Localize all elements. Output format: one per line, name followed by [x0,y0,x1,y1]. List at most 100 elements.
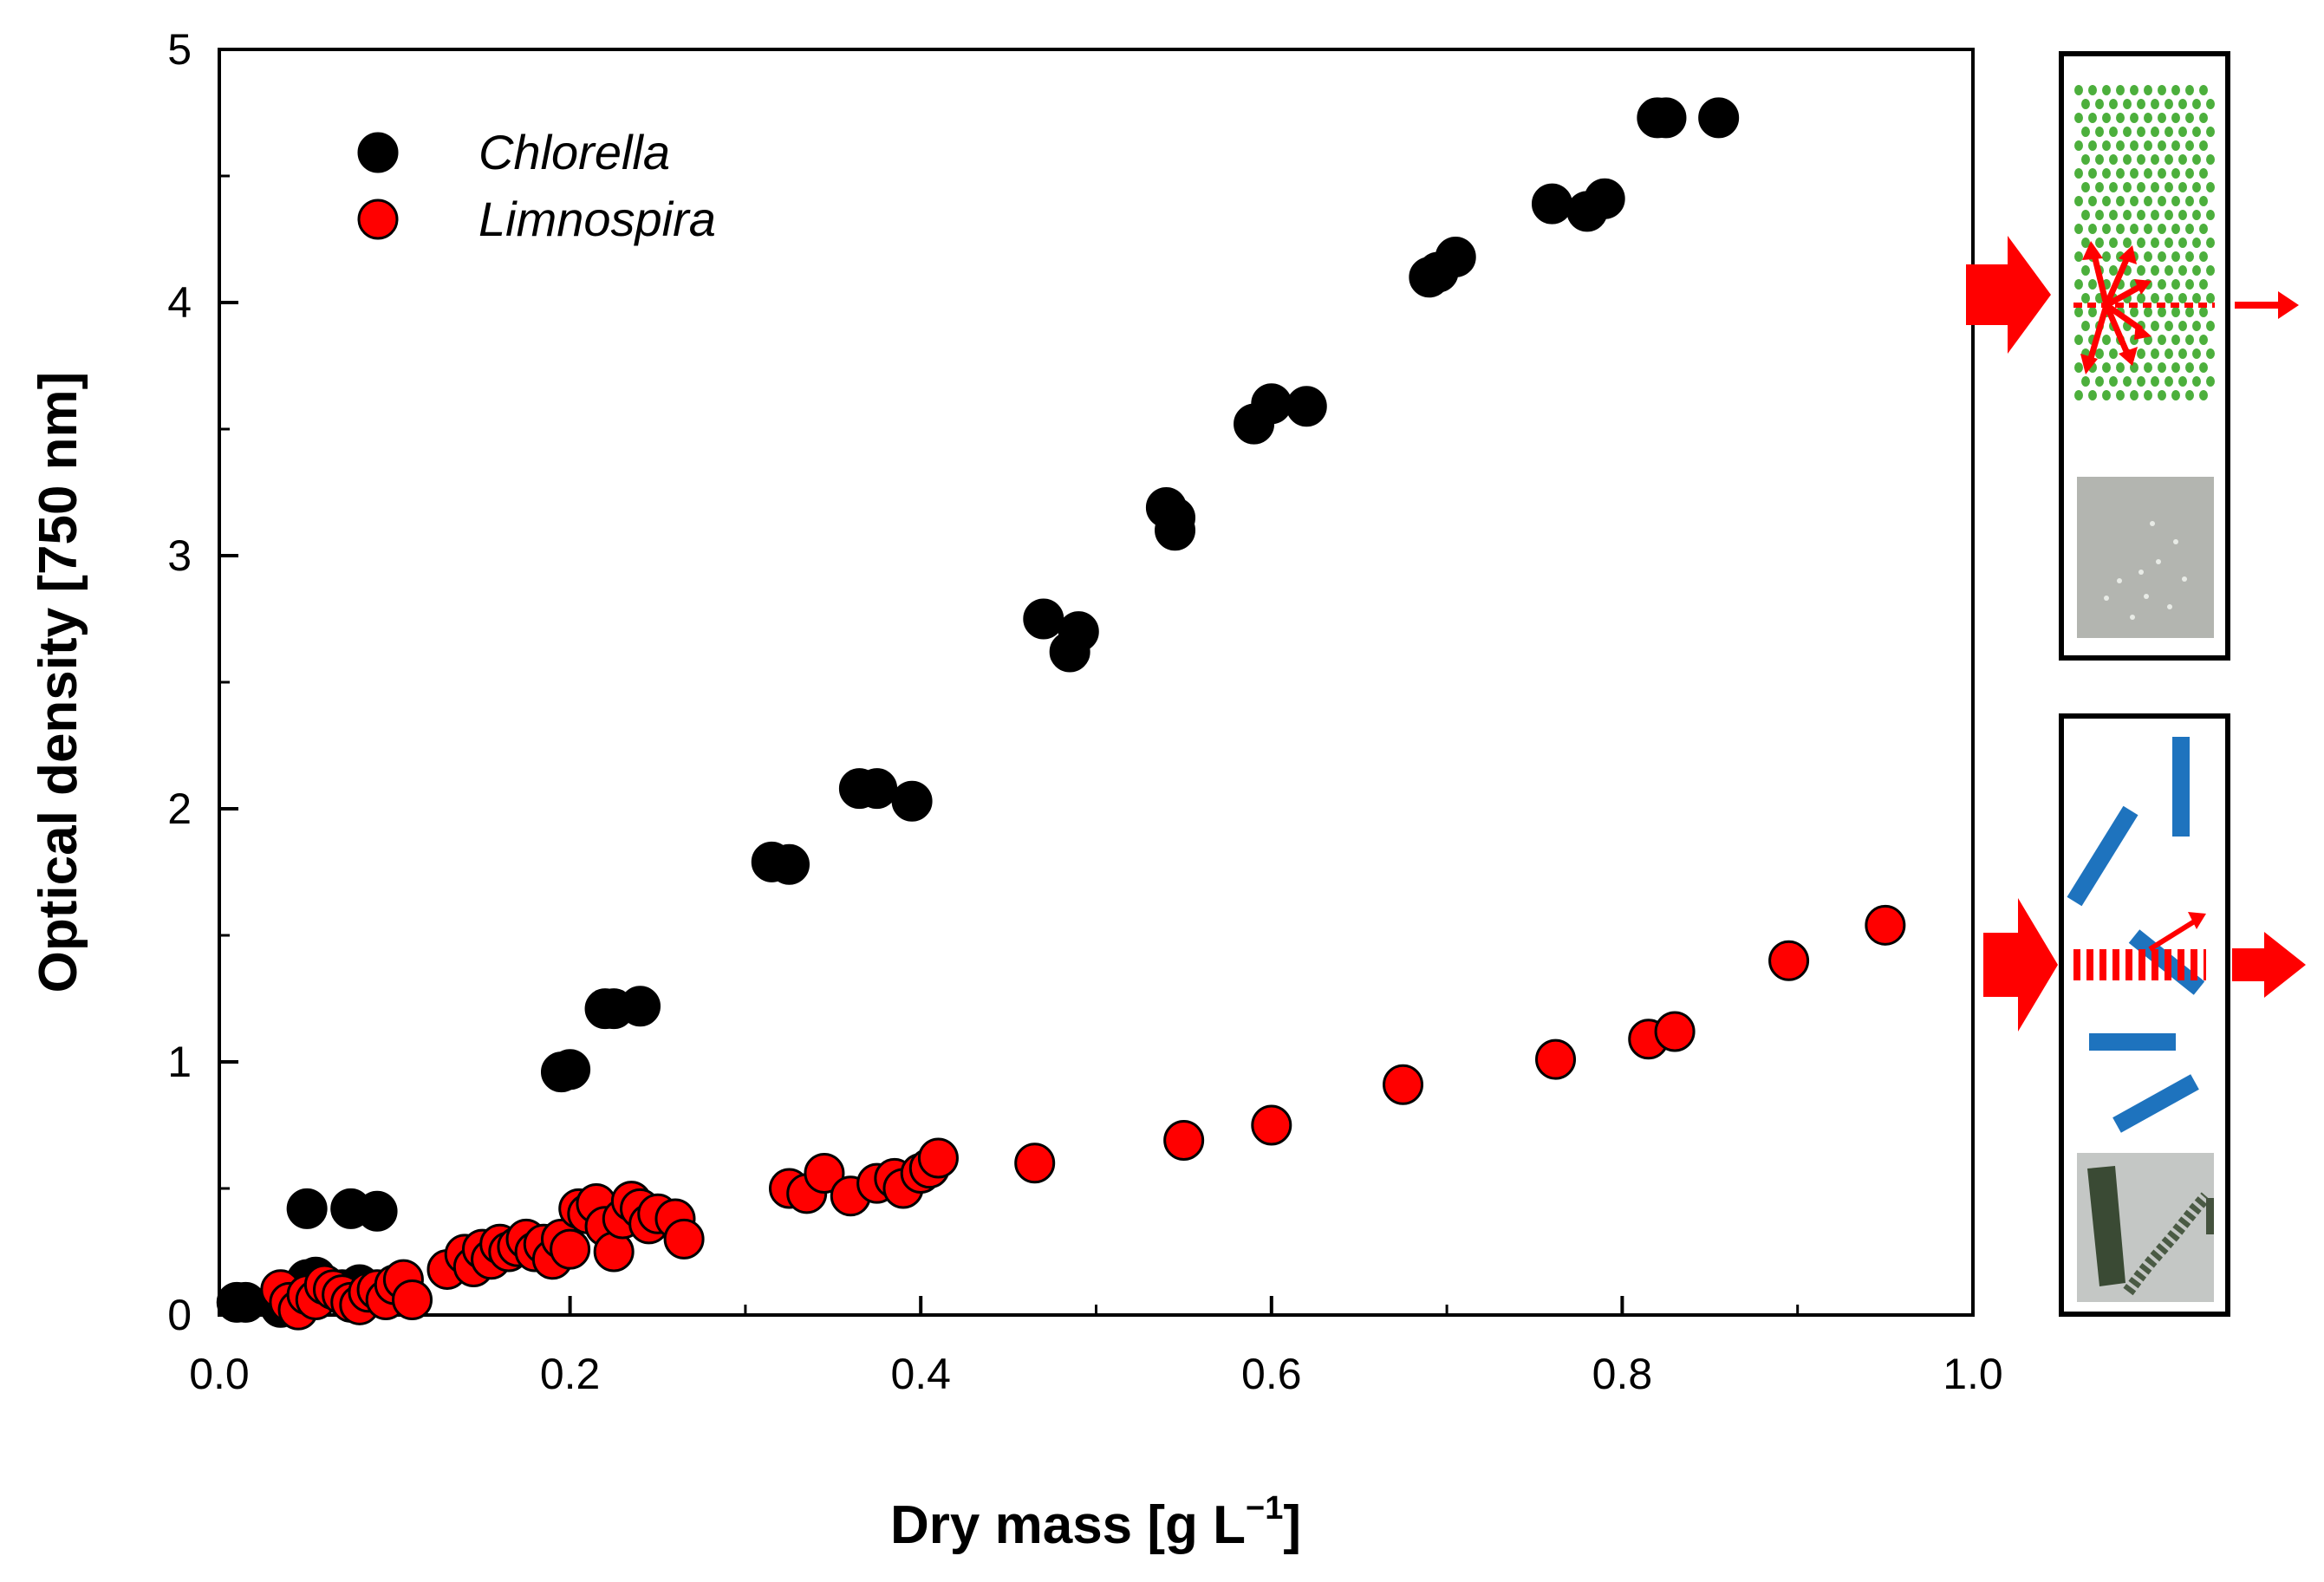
green-cell [2137,210,2145,220]
green-cell [2123,154,2132,165]
green-cell [2178,210,2187,220]
green-cell [2185,85,2194,95]
green-cell [2178,154,2187,165]
blue-filaments [2067,737,2205,1133]
y-axis-title: Optical density [750 nm] [29,372,88,993]
green-cell [2151,265,2159,276]
chlorella-point [1023,598,1064,640]
green-cell [2178,293,2187,303]
green-cell [2144,113,2152,123]
green-cell [2151,127,2159,137]
green-cell [2144,140,2152,151]
incoming-light-arrow-top [1966,236,2051,354]
chlorella-point [1155,497,1196,538]
green-cell [2081,265,2090,276]
green-cell [2144,307,2152,317]
green-cell [2130,196,2138,206]
green-cell [2165,376,2173,387]
green-cell [2192,127,2201,137]
green-cell [2171,362,2180,373]
chlorella-point [768,843,810,885]
y-tick-label: 5 [167,25,192,74]
scatter-arrows-top [2086,251,2144,365]
chlorella-micrograph [2077,477,2214,638]
green-cell [2116,390,2125,400]
chlorella-point [1584,178,1625,219]
green-cell [2206,127,2215,137]
green-cell [2158,113,2166,123]
green-cell [2074,362,2083,373]
y-tick-label: 1 [167,1038,192,1086]
green-cell [2088,224,2097,234]
scatter-arrowhead-bottom [2188,912,2206,929]
green-cell [2206,210,2215,220]
limnospira-point [1535,1038,1577,1080]
x-tick-label: 0.8 [1592,1350,1653,1398]
green-cell [2151,376,2159,387]
green-cell [2123,127,2132,137]
green-cell [2102,113,2111,123]
green-cell [2206,265,2215,276]
green-cell [2102,362,2111,373]
green-cell [2088,307,2097,317]
green-cell [2165,321,2173,331]
green-cell [2137,348,2145,359]
limnospira-scattering-schematic [1983,713,2306,1317]
x-axis-ticks: 0.0 0.2 0.4 0.6 0.8 1.0 [189,1296,2003,1398]
green-cell [2130,390,2138,400]
green-cell [2192,238,2201,248]
green-cell [2088,168,2097,179]
green-cell [2199,279,2208,290]
green-cell [2074,168,2083,179]
green-cell [2123,376,2132,387]
legend-marker-limnospira [357,199,399,240]
green-cell [2206,154,2215,165]
chlorella-point [1531,183,1572,225]
x-tick-label: 0.2 [540,1350,601,1398]
green-cell [2165,348,2173,359]
chlorella-point [1251,383,1292,425]
x-tick-label: 0.6 [1241,1350,1302,1398]
green-cell [2192,321,2201,331]
green-cell [2185,390,2194,400]
green-cell [2158,251,2166,262]
green-cell [2095,376,2104,387]
green-cell [2199,196,2208,206]
green-cell [2206,321,2215,331]
chlorella-point [550,1049,591,1090]
chlorella-point [225,1281,266,1323]
green-cell [2178,265,2187,276]
green-cell [2102,251,2111,262]
green-cell [2123,99,2132,109]
green-cell [2074,196,2083,206]
green-cell [2144,196,2152,206]
green-cell [2171,85,2180,95]
green-cell [2151,210,2159,220]
green-cell [2185,113,2194,123]
green-cell [2130,168,2138,179]
green-cell [2171,279,2180,290]
limnospira-point [1251,1104,1292,1146]
outgoing-light-arrow-bottom [2232,932,2306,998]
limnospira-point [1163,1120,1205,1162]
green-cell [2095,238,2104,248]
green-cell [2074,279,2083,290]
green-cell [2206,99,2215,109]
green-cell [2116,224,2125,234]
green-cell [2081,127,2090,137]
green-cell [2151,348,2159,359]
green-cell [2185,307,2194,317]
green-cell [2192,293,2201,303]
green-cell [2095,210,2104,220]
green-cell [2206,376,2215,387]
green-cell [2171,224,2180,234]
green-cell [2116,168,2125,179]
green-cell [2158,335,2166,345]
data-points [216,97,1906,1331]
green-cell [2081,99,2090,109]
green-cell [2158,224,2166,234]
green-cell [2074,307,2083,317]
green-cell [2158,390,2166,400]
green-cell [2185,196,2194,206]
